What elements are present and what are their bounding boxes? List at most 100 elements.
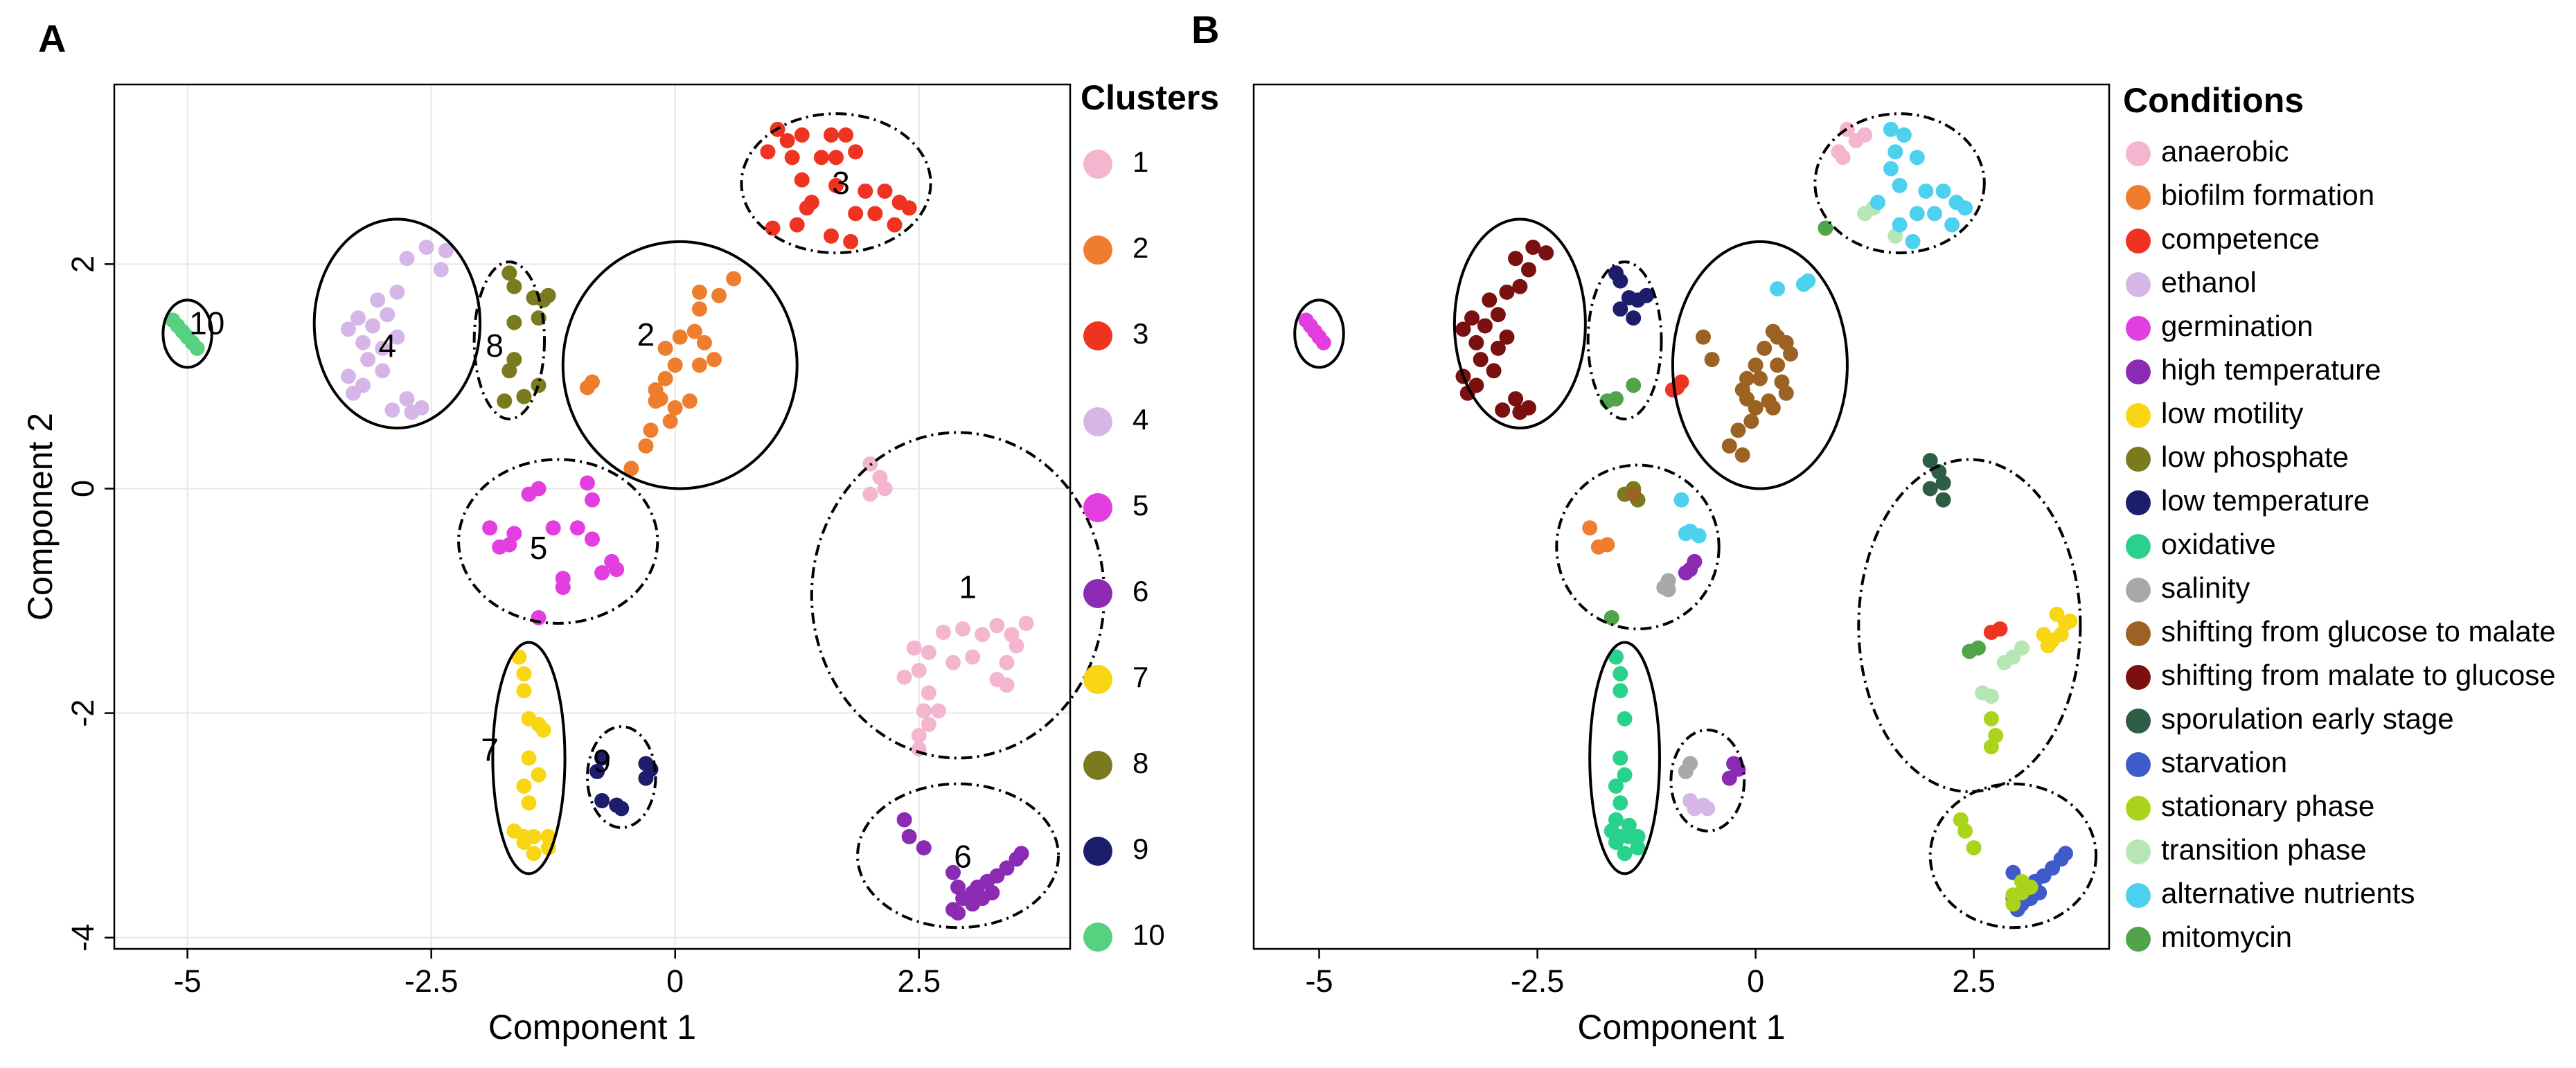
data-point (609, 562, 625, 578)
legend-swatch (2126, 534, 2151, 559)
series-3 (760, 121, 917, 249)
data-point (765, 220, 781, 236)
data-point (404, 404, 420, 420)
legend-label: low temperature (2161, 484, 2370, 517)
data-point (346, 385, 361, 401)
data-point (1626, 486, 1642, 502)
series-7 (506, 649, 556, 862)
legend-label: 9 (1132, 833, 1148, 865)
data-point (848, 206, 864, 222)
data-points (165, 121, 1034, 921)
cluster-ellipses (1293, 112, 2098, 929)
series-4 (1682, 793, 1716, 817)
data-point (1608, 812, 1624, 828)
y-axis-title: Component 2 (21, 413, 60, 621)
data-point (789, 217, 805, 233)
cluster-label: 3 (832, 165, 850, 201)
x-tick-label: -5 (1306, 963, 1333, 999)
data-point (1477, 318, 1493, 334)
data-point (862, 486, 878, 502)
data-point (1512, 278, 1528, 294)
series-10 (1604, 649, 1646, 862)
data-point (1582, 520, 1598, 536)
legend-swatch (2126, 359, 2151, 384)
legend-swatch (2126, 927, 2151, 952)
data-point (540, 287, 556, 303)
data-point (2005, 896, 2021, 912)
cluster-ellipse (856, 782, 1060, 929)
legend-item: 4 (1083, 403, 1148, 436)
legend-item: 6 (1083, 575, 1148, 608)
data-point (906, 640, 922, 656)
legend-swatch (2126, 839, 2151, 864)
cluster-ellipse (1813, 112, 1986, 255)
data-point (1957, 823, 1973, 839)
data-point (696, 335, 712, 350)
data-point (535, 722, 551, 738)
data-point (1831, 144, 1847, 160)
plot-frame (1252, 83, 2111, 950)
data-point (1617, 711, 1633, 727)
series-1 (862, 456, 1034, 757)
series-2 (579, 271, 742, 477)
legend-label: mitomycin (2161, 920, 2292, 953)
data-point (482, 520, 498, 536)
data-point (1892, 177, 1908, 193)
legend-item: germination (2126, 310, 2313, 342)
data-point (1473, 352, 1489, 368)
data-point (643, 422, 659, 438)
series-1 (1831, 121, 1873, 166)
data-point (1013, 846, 1029, 862)
data-point (1486, 363, 1502, 379)
legend-label: germination (2161, 310, 2313, 342)
legend-swatch (1083, 407, 1112, 436)
data-point (1757, 340, 1773, 356)
gridlines (114, 84, 1070, 949)
legend-item: stationary phase (2126, 790, 2374, 822)
plot-frame (113, 83, 1072, 950)
legend-item: 1 (1083, 145, 1148, 179)
cluster-ellipse (1857, 458, 2082, 794)
series-10 (165, 312, 205, 356)
data-point (828, 150, 844, 166)
series-18 (1673, 121, 1973, 544)
cluster-ellipse (585, 725, 657, 829)
data-point (1468, 335, 1484, 350)
series-5 (1298, 312, 1331, 350)
legend-swatch (2126, 316, 2151, 341)
data-point (916, 840, 932, 856)
legend-label: ethanol (2161, 266, 2257, 299)
legend-label: stationary phase (2161, 790, 2374, 822)
legend-label: anaerobic (2161, 135, 2289, 168)
data-point (1691, 528, 1707, 544)
data-point (1743, 413, 1759, 429)
legend-swatch (2126, 403, 2151, 428)
data-point (921, 716, 936, 732)
panel-b: B -5 -2.5 0 2.5 Component 1 Conditions anaerobi… (1191, 8, 2556, 1047)
x-tick-label: 2.5 (1952, 963, 1996, 999)
legend-label: 4 (1132, 403, 1148, 436)
x-tick-label: -5 (174, 963, 202, 999)
data-point (1926, 206, 1942, 222)
legend: Conditions anaerobic biofilm formation comp… (2123, 81, 2556, 953)
data-point (438, 242, 454, 258)
data-point (531, 767, 547, 783)
data-point (667, 400, 683, 416)
cluster-label: 10 (189, 305, 224, 341)
data-point (1009, 638, 1024, 654)
data-point (760, 144, 776, 160)
cluster-label: 4 (378, 328, 396, 364)
legend-item: 7 (1083, 661, 1148, 694)
data-points (1298, 121, 2078, 918)
data-point (501, 265, 517, 281)
data-point (1800, 273, 1816, 289)
data-point (1909, 206, 1925, 222)
legend-swatch (2126, 621, 2151, 646)
data-point (2023, 879, 2038, 895)
data-point (799, 200, 815, 216)
legend-label: 6 (1132, 575, 1148, 607)
legend-swatch (1083, 493, 1112, 522)
data-point (1660, 582, 1676, 598)
legend-item: low motility (2126, 397, 2303, 429)
cluster-label: 7 (481, 732, 499, 768)
